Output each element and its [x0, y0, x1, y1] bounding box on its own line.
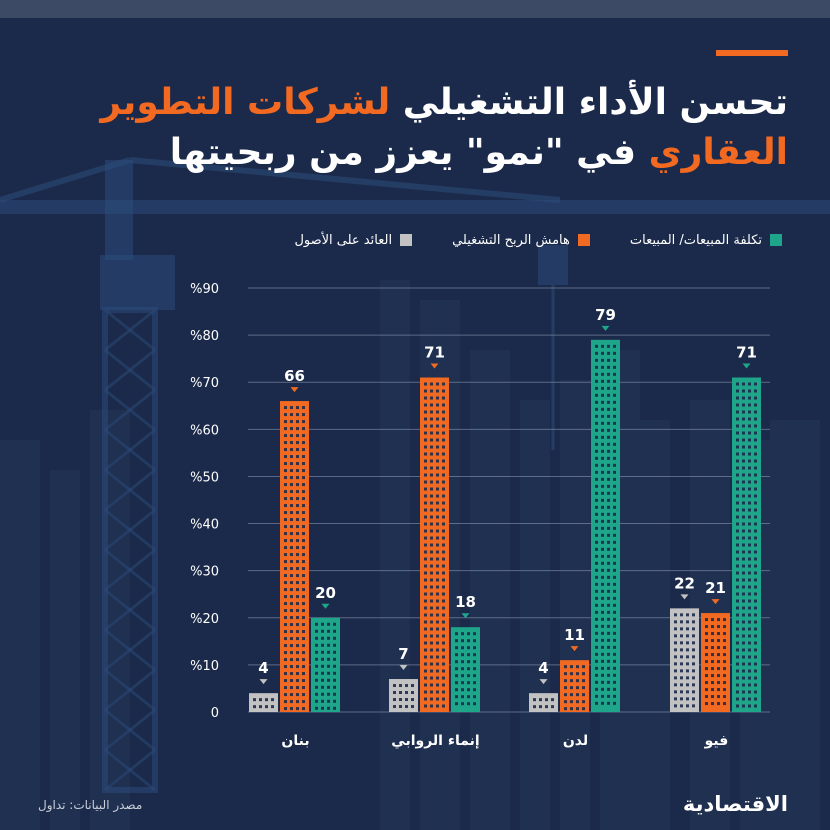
data-label: 71: [424, 344, 445, 362]
background-crane-skyline: [0, 157, 830, 830]
y-tick-label: 0: [211, 706, 219, 721]
label-marker: [601, 325, 610, 331]
legend-item: تكلفة المبيعات/ المبيعات: [630, 233, 782, 248]
x-axis-labels: بنان إنماء الروابي لدن فيو: [281, 733, 728, 749]
title-part-2: لشركات التطوير: [100, 82, 391, 123]
data-label: 4: [538, 659, 548, 677]
x-tick-label: إنماء الروابي: [391, 733, 479, 749]
data-label: 21: [705, 579, 726, 597]
y-axis-ticks: 0 %10 %20 %30 %40 %50 %60 %70 %80 %90: [190, 282, 219, 721]
x-tick-label: فيو: [704, 733, 729, 749]
legend-item: العائد على الأصول: [294, 232, 413, 248]
label-marker: [711, 599, 720, 605]
chart-bars: [249, 339, 761, 712]
bar: [560, 660, 589, 712]
label-marker: [259, 679, 268, 685]
label-marker: [742, 363, 751, 369]
legend-swatch: [770, 234, 782, 246]
data-label: 7: [398, 645, 408, 663]
y-tick-label: %30: [190, 565, 219, 580]
label-marker: [290, 387, 299, 393]
legend-swatch: [577, 234, 590, 246]
bar: [529, 693, 558, 712]
bar: [249, 693, 278, 712]
label-marker: [399, 665, 408, 671]
data-label: 20: [315, 584, 336, 602]
label-marker: [539, 679, 548, 685]
title-part-1: تحسن الأداء التشغيلي: [390, 82, 788, 123]
label-marker: [461, 613, 470, 619]
title-accent-line: [716, 50, 788, 56]
y-tick-label: %40: [190, 518, 219, 533]
label-marker: [321, 603, 330, 609]
data-label: 22: [674, 574, 695, 592]
y-tick-label: %20: [190, 612, 219, 627]
legend-label: هامش الربح التشغيلي: [452, 232, 570, 248]
bar: [670, 608, 699, 712]
brand-logo: الاقتصادية: [682, 792, 788, 816]
legend-swatch: [400, 234, 413, 246]
y-tick-label: %10: [190, 659, 219, 674]
label-marker: [430, 363, 439, 369]
y-tick-label: %90: [190, 282, 219, 297]
y-tick-label: %60: [190, 423, 219, 438]
chart-data-labels: 4 66 20 7 71 18 4 11 79 22 21 71: [258, 306, 757, 685]
label-marker: [570, 646, 579, 652]
data-label: 11: [564, 626, 585, 644]
data-label: 71: [736, 344, 757, 362]
y-tick-label: %50: [190, 470, 219, 485]
data-label: 4: [258, 659, 268, 677]
x-tick-label: بنان: [281, 733, 309, 749]
label-marker: [680, 594, 689, 600]
legend-label: العائد على الأصول: [294, 232, 393, 248]
data-label: 79: [595, 306, 616, 324]
y-tick-label: %80: [190, 329, 219, 344]
title-part-4: في "نمو" يعزز من ربحيتها: [169, 132, 649, 173]
data-label: 18: [455, 593, 476, 611]
chart-title: تحسن الأداء التشغيلي لشركات التطوير العق…: [88, 78, 788, 178]
legend-label: تكلفة المبيعات/ المبيعات: [629, 232, 762, 248]
title-part-3: العقاري: [648, 132, 788, 173]
x-tick-label: لدن: [563, 733, 588, 749]
data-label: 66: [284, 367, 305, 385]
chart-legend: تكلفة المبيعات/ المبيعات هامش الربح التش…: [182, 229, 782, 251]
top-bar: [0, 0, 830, 18]
legend-item: هامش الربح التشغيلي: [452, 233, 590, 248]
y-tick-label: %70: [190, 376, 219, 391]
data-source: مصدر البيانات: تداول: [38, 798, 143, 812]
